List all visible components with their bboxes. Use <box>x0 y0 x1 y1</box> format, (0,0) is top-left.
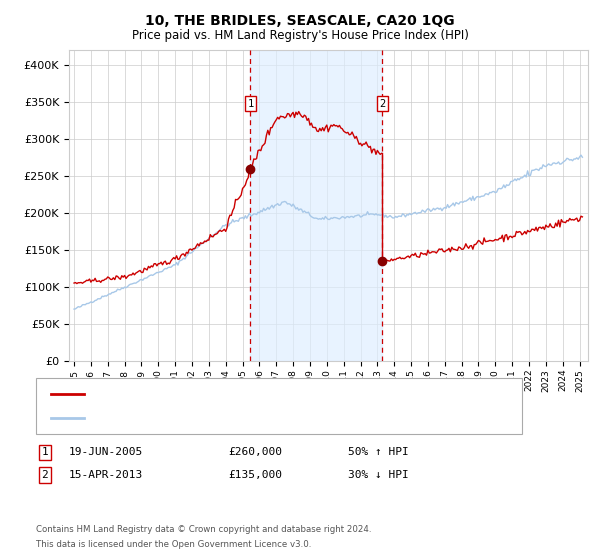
Text: £135,000: £135,000 <box>228 470 282 480</box>
Text: 10, THE BRIDLES, SEASCALE, CA20 1QG (detached house): 10, THE BRIDLES, SEASCALE, CA20 1QG (det… <box>93 389 412 399</box>
Text: 1: 1 <box>41 447 49 458</box>
Text: This data is licensed under the Open Government Licence v3.0.: This data is licensed under the Open Gov… <box>36 540 311 549</box>
Text: 50% ↑ HPI: 50% ↑ HPI <box>348 447 409 458</box>
Text: HPI: Average price, detached house, Cumberland: HPI: Average price, detached house, Cumb… <box>93 413 362 423</box>
Text: 1: 1 <box>247 99 254 109</box>
Text: Price paid vs. HM Land Registry's House Price Index (HPI): Price paid vs. HM Land Registry's House … <box>131 29 469 42</box>
Bar <box>250 50 382 361</box>
Text: 30% ↓ HPI: 30% ↓ HPI <box>348 470 409 480</box>
Text: Contains HM Land Registry data © Crown copyright and database right 2024.: Contains HM Land Registry data © Crown c… <box>36 525 371 534</box>
Text: 10, THE BRIDLES, SEASCALE, CA20 1QG: 10, THE BRIDLES, SEASCALE, CA20 1QG <box>145 14 455 28</box>
Text: 2: 2 <box>41 470 49 480</box>
Text: 15-APR-2013: 15-APR-2013 <box>69 470 143 480</box>
Text: 19-JUN-2005: 19-JUN-2005 <box>69 447 143 458</box>
Text: 2: 2 <box>379 99 385 109</box>
Text: £260,000: £260,000 <box>228 447 282 458</box>
